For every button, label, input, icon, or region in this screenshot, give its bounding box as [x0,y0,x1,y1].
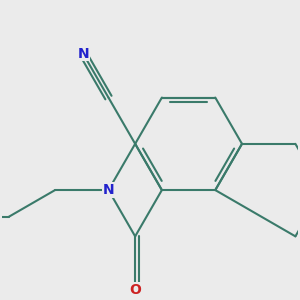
Text: O: O [129,283,141,297]
Text: N: N [77,46,89,61]
Text: N: N [103,183,114,197]
